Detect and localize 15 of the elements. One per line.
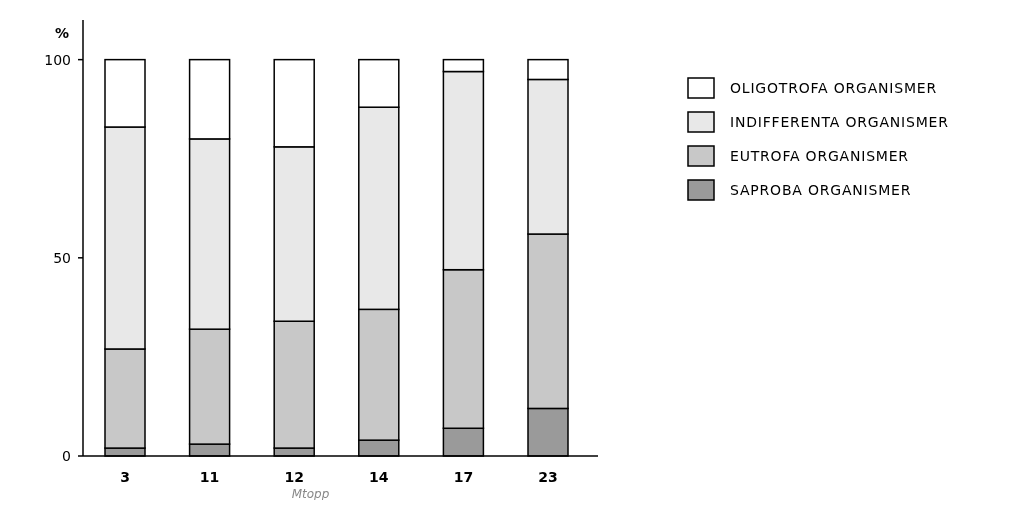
x-tick-label: 12	[284, 469, 304, 485]
legend-label: OLIGOTROFA ORGANISMER	[730, 79, 938, 96]
y-tick-label: 100	[44, 51, 71, 68]
x-axis-title: Mtopp	[291, 487, 330, 501]
legend-label: EUTROFA ORGANISMER	[730, 147, 909, 164]
y-tick-label: 50	[53, 249, 71, 266]
legend-label: SAPROBA ORGANISMER	[730, 181, 912, 198]
x-tick-label: 11	[199, 469, 220, 485]
y-axis-title: %	[55, 24, 70, 41]
x-tick-label: 14	[369, 469, 389, 485]
y-tick-label: 0	[62, 447, 71, 464]
x-tick-label: 3	[120, 469, 130, 485]
x-tick-label: 23	[538, 469, 558, 485]
x-tick-label: 17	[453, 469, 474, 485]
legend-label: INDIFFERENTA ORGANISMER	[730, 113, 949, 130]
